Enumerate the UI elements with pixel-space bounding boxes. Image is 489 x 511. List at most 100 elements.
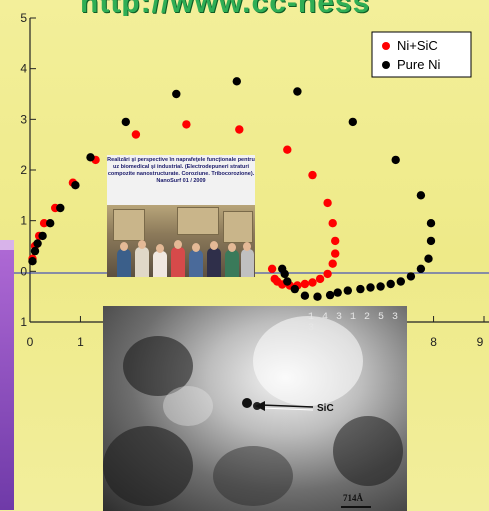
x-tick-label: 8 (430, 335, 437, 349)
point-pure-ni-5 (56, 203, 65, 213)
person-head (243, 242, 251, 251)
tem-micrograph-inset: 1 4 3 1 2 5 3 3 SiC 714Å (103, 306, 407, 511)
point-ni-sic-25 (270, 274, 279, 284)
person-figure (153, 251, 167, 277)
shelf (223, 211, 253, 243)
point-ni-sic-20 (300, 279, 310, 289)
grain-blob (333, 416, 403, 486)
point-ni-sic-3 (39, 219, 49, 228)
person-head (138, 240, 146, 249)
y-tick-label: 2 (20, 163, 27, 177)
person-head (156, 244, 164, 253)
sic-label: SiC (317, 403, 334, 414)
point-pure-ni-12 (348, 117, 357, 127)
point-pure-ni-11 (293, 87, 302, 96)
grain-blob (253, 316, 363, 406)
person-head (192, 243, 200, 252)
point-pure-ni-33 (278, 264, 287, 273)
point-pure-ni-26 (333, 288, 342, 297)
grain-blob (103, 426, 193, 506)
person-figure (171, 247, 185, 277)
person-head (210, 241, 218, 250)
point-pure-ni-30 (290, 284, 299, 294)
point-pure-ni-27 (325, 290, 335, 300)
point-pure-ni-21 (386, 279, 395, 289)
point-pure-ni-17 (424, 254, 433, 263)
photo-room-scene (107, 205, 255, 277)
x-tick-label: 9 (477, 335, 484, 349)
point-ni-sic-9 (235, 125, 244, 134)
legend-marker-ni-sic (382, 42, 390, 50)
point-ni-sic-17 (323, 269, 332, 279)
point-ni-sic-10 (283, 145, 292, 154)
point-pure-ni-20 (396, 277, 405, 286)
point-ni-sic-7 (131, 130, 141, 139)
point-pure-ni-15 (426, 219, 436, 228)
y-tick-label: 1 (20, 315, 27, 329)
point-pure-ni-8 (121, 117, 130, 127)
point-pure-ni-1 (30, 246, 40, 256)
point-pure-ni-3 (38, 231, 47, 241)
point-pure-ni-4 (46, 219, 55, 228)
point-pure-ni-29 (300, 291, 310, 300)
chart-legend: Ni+SiC Pure Ni (371, 31, 472, 78)
micrograph-code: 1 4 3 1 2 5 3 3 (308, 312, 400, 334)
point-pure-ni-18 (416, 264, 426, 273)
point-ni-sic-12 (323, 198, 332, 208)
person-figure (135, 247, 149, 277)
shelf (113, 209, 145, 241)
person-figure (189, 250, 203, 277)
point-pure-ni-10 (232, 77, 241, 86)
sic-arrow (255, 401, 314, 411)
point-ni-sic-11 (308, 170, 317, 180)
point-pure-ni-19 (406, 272, 416, 281)
person-figure (225, 250, 239, 277)
grain-blob (213, 446, 293, 506)
y-tick-label: 5 (20, 11, 27, 25)
person-head (228, 243, 236, 252)
scale-label: 714Å (343, 493, 363, 503)
point-pure-ni-28 (313, 292, 322, 301)
person-figure (207, 248, 221, 277)
y-tick-label: 4 (20, 62, 27, 76)
x-tick-label: 1 (77, 335, 84, 349)
legend-label-ni-sic: Ni+SiC (397, 38, 438, 53)
point-ni-sic-8 (182, 120, 191, 129)
left-accent-stripe-top (0, 240, 14, 250)
point-pure-ni-6 (71, 181, 80, 190)
data-points (28, 77, 436, 301)
legend-marker-pure-ni (382, 61, 390, 69)
person-head (120, 242, 128, 251)
point-pure-ni-24 (356, 284, 365, 294)
legend-label-pure-ni: Pure Ni (397, 57, 440, 72)
point-pure-ni-13 (391, 155, 400, 165)
header-url-text[interactable]: http://www.cc-ness (80, 0, 370, 16)
left-accent-stripe (0, 240, 14, 510)
point-ni-sic-19 (308, 278, 317, 287)
y-tick-label: 3 (20, 112, 27, 126)
point-pure-ni-7 (86, 153, 95, 162)
sic-particle (242, 398, 252, 408)
point-pure-ni-25 (343, 286, 352, 295)
point-pure-ni-16 (426, 236, 436, 246)
person-head (174, 240, 182, 249)
header-banner: http://www.cc-ness (0, 0, 489, 16)
person-figure (241, 249, 254, 277)
point-pure-ni-22 (376, 282, 385, 291)
point-pure-ni-9 (172, 89, 181, 99)
point-ni-sic-16 (328, 259, 337, 268)
point-ni-sic-18 (315, 274, 325, 284)
point-pure-ni-31 (283, 277, 292, 286)
grain-blob (163, 386, 213, 426)
point-pure-ni-2 (33, 239, 42, 248)
point-ni-sic-26 (267, 264, 277, 273)
person-figure (117, 249, 131, 277)
point-pure-ni-23 (366, 283, 375, 292)
grain-blob (123, 336, 193, 396)
point-pure-ni-0 (28, 257, 37, 266)
y-tick-label: 0 (20, 264, 27, 278)
point-ni-sic-15 (331, 249, 340, 258)
scale-bar (341, 506, 371, 508)
legend-box (371, 31, 472, 78)
point-pure-ni-14 (416, 191, 426, 200)
